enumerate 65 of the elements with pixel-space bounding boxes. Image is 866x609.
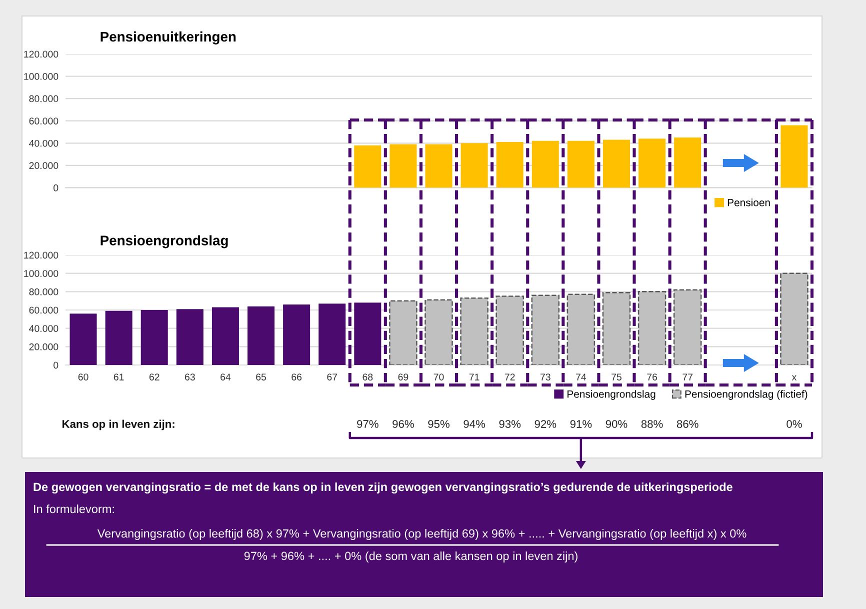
- text: 86%: [676, 420, 698, 428]
- text: 94%: [464, 420, 486, 428]
- bar: [674, 138, 702, 188]
- y-tick-label: 20.000: [29, 162, 58, 170]
- chart-title: Pensioenuitkeringen: [100, 31, 236, 44]
- x-tick-label: 67: [327, 374, 338, 380]
- bar: [602, 140, 630, 188]
- text: 0%: [786, 420, 802, 428]
- y-tick-label: 60.000: [29, 306, 58, 314]
- x-tick-label: 69: [398, 374, 408, 380]
- x-tick-label: 75: [612, 374, 622, 380]
- x-tick-label: 66: [292, 374, 302, 380]
- text: 97% + 96% + .... + 0% (de som van alle kansen op in leven zijn): [244, 551, 578, 563]
- y-tick-label: 120.000: [24, 50, 58, 58]
- x-tick-label: 64: [220, 374, 231, 380]
- text: 90%: [606, 420, 628, 428]
- bar: [390, 144, 417, 188]
- x-tick-label: 63: [185, 374, 195, 380]
- y-tick-label: 40.000: [29, 140, 58, 147]
- text: 91%: [570, 420, 592, 428]
- text: Vervangingsratio (op leeftijd 68) x 97% + Vervangingsratio (op leeftijd 69) x 96% + ..... + Vervangingsratio (op leeftijd x) x 0%: [97, 528, 746, 540]
- bar: [496, 142, 524, 188]
- bar: [354, 145, 382, 188]
- text: De gewogen vervangingsratio = de met de kans op in leven zijn gewogen vervangingsratio’s gedurende de uitkeringsperiode: [34, 482, 732, 494]
- text: 97%: [357, 420, 378, 428]
- y-tick-label: 100.000: [24, 270, 58, 277]
- x-tick-label: 62: [149, 374, 160, 380]
- x-tick-label: 61: [114, 374, 124, 380]
- x-tick-label: 60: [78, 374, 88, 380]
- bar: [460, 143, 488, 188]
- y-tick-label: 0: [54, 184, 58, 192]
- y-tick-label: 100.000: [24, 73, 58, 80]
- x-tick-label: x: [792, 375, 797, 380]
- text: Kans op in leven zijn:: [62, 420, 174, 430]
- x-tick-label: 74: [576, 374, 586, 380]
- x-tick-label: 65: [256, 374, 266, 380]
- text: 92%: [534, 420, 556, 428]
- y-tick-label: 0: [54, 362, 58, 369]
- x-tick-label: 71: [469, 374, 480, 380]
- x-tick-label: 76: [647, 374, 658, 380]
- bar: [638, 138, 666, 188]
- text: 88%: [641, 420, 663, 428]
- legend-label: Pensioengrondslag (fictief): [685, 390, 808, 400]
- legend-label: Pensioen: [728, 198, 770, 206]
- chart-title: Pensioengrondslag: [100, 235, 228, 248]
- bar: [425, 144, 452, 188]
- x-tick-label: 77: [682, 374, 693, 380]
- text: In formulevorm:: [34, 504, 114, 514]
- y-tick-label: 80.000: [29, 288, 58, 296]
- x-tick-label: 68: [362, 374, 373, 380]
- text: 96%: [392, 420, 414, 428]
- y-tick-label: 80.000: [29, 95, 58, 102]
- y-tick-label: 60.000: [29, 118, 58, 124]
- bar: [532, 140, 559, 188]
- text: 95%: [428, 420, 450, 428]
- y-tick-label: 120.000: [24, 252, 58, 259]
- y-tick-label: 20.000: [29, 343, 58, 350]
- text: 93%: [499, 420, 521, 428]
- bar: [780, 125, 808, 188]
- legend-label: Pensioengrondslag: [568, 390, 656, 400]
- x-tick-label: 72: [504, 374, 515, 380]
- x-tick-label: 73: [540, 374, 550, 380]
- bar: [567, 140, 594, 188]
- x-tick-label: 70: [434, 374, 444, 380]
- y-tick-label: 40.000: [29, 325, 58, 332]
